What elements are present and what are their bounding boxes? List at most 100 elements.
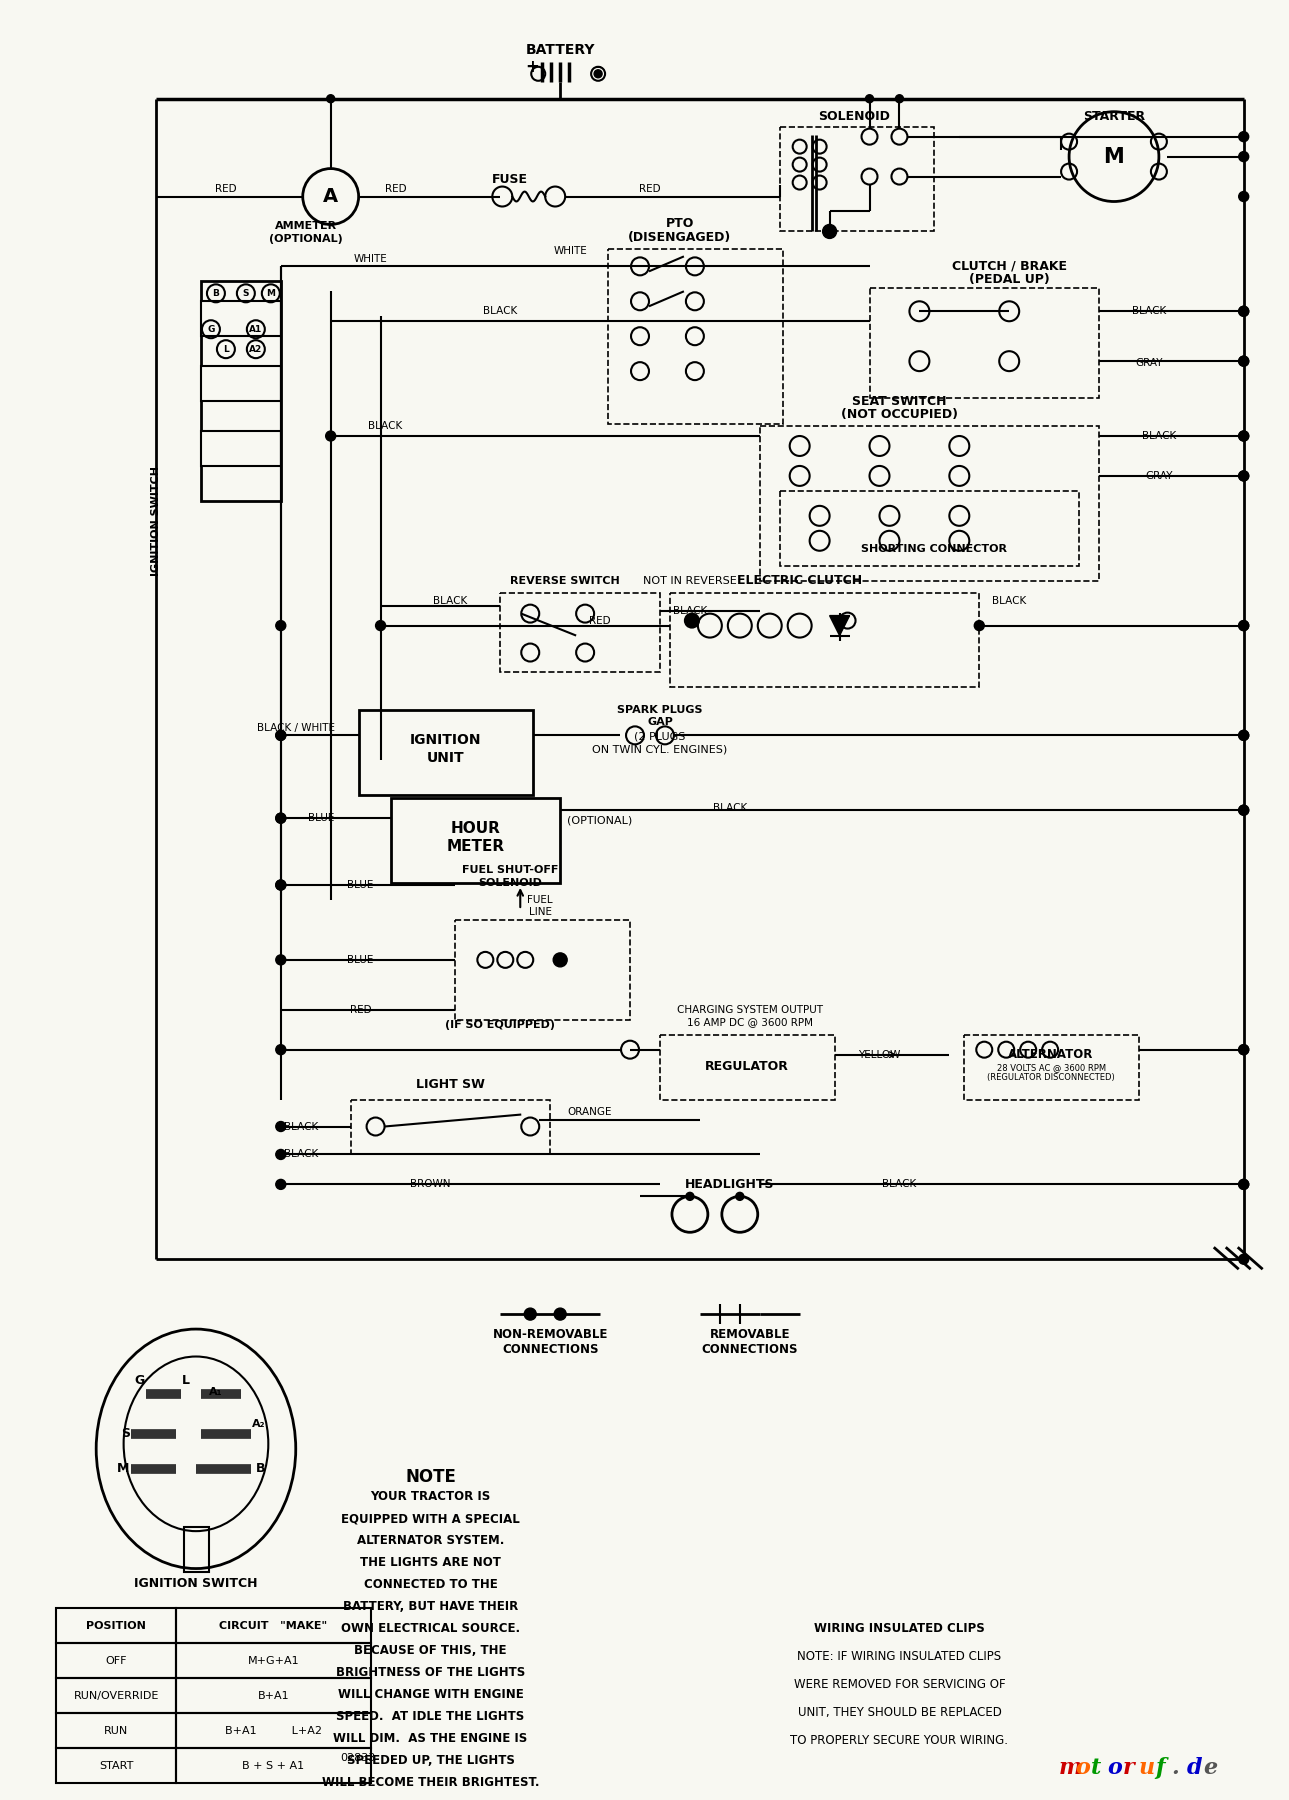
Text: BECAUSE OF THIS, THE: BECAUSE OF THIS, THE bbox=[354, 1643, 507, 1656]
Text: WERE REMOVED FOR SERVICING OF: WERE REMOVED FOR SERVICING OF bbox=[794, 1678, 1005, 1690]
Circle shape bbox=[974, 621, 985, 630]
Text: (OPTIONAL): (OPTIONAL) bbox=[567, 815, 633, 824]
Circle shape bbox=[1239, 731, 1249, 740]
Text: RED: RED bbox=[639, 184, 661, 194]
Text: RED: RED bbox=[349, 1004, 371, 1015]
Text: STARTER: STARTER bbox=[1083, 110, 1145, 122]
Text: CONNECTIONS: CONNECTIONS bbox=[501, 1343, 598, 1355]
Bar bbox=[177, 1609, 371, 1643]
Text: YOUR TRACTOR IS: YOUR TRACTOR IS bbox=[370, 1490, 491, 1503]
Text: B: B bbox=[257, 1462, 266, 1476]
Text: FUSE: FUSE bbox=[492, 173, 528, 185]
Bar bbox=[201, 281, 281, 500]
Text: BATTERY: BATTERY bbox=[526, 43, 596, 58]
Circle shape bbox=[1239, 1179, 1249, 1190]
Text: .: . bbox=[1170, 1757, 1178, 1778]
Circle shape bbox=[1239, 1255, 1249, 1264]
Bar bbox=[455, 920, 630, 1021]
Text: POSITION: POSITION bbox=[86, 1622, 146, 1631]
Text: IGNITION SWITCH: IGNITION SWITCH bbox=[134, 1577, 258, 1589]
Text: (IF SO EQUIPPED): (IF SO EQUIPPED) bbox=[445, 1021, 556, 1030]
Ellipse shape bbox=[124, 1357, 268, 1532]
Text: CHARGING SYSTEM OUTPUT: CHARGING SYSTEM OUTPUT bbox=[677, 1004, 822, 1015]
Text: SPEEDED UP, THE LIGHTS: SPEEDED UP, THE LIGHTS bbox=[347, 1753, 514, 1766]
Text: L: L bbox=[223, 344, 228, 353]
Text: WIRING INSULATED CLIPS: WIRING INSULATED CLIPS bbox=[815, 1622, 985, 1634]
Text: A₁: A₁ bbox=[209, 1388, 223, 1397]
Text: ALTERNATOR: ALTERNATOR bbox=[1008, 1048, 1094, 1062]
Text: B+A1: B+A1 bbox=[258, 1690, 289, 1701]
Circle shape bbox=[553, 952, 567, 967]
Bar bbox=[358, 711, 534, 796]
Circle shape bbox=[276, 731, 286, 740]
Circle shape bbox=[684, 614, 699, 628]
Text: FUEL SHUT-OFF: FUEL SHUT-OFF bbox=[461, 866, 558, 875]
Text: NOT IN REVERSE: NOT IN REVERSE bbox=[643, 576, 737, 585]
Text: FUEL: FUEL bbox=[527, 895, 553, 905]
Text: SOLENOID: SOLENOID bbox=[819, 110, 891, 122]
Text: HOUR: HOUR bbox=[450, 821, 500, 835]
Text: CIRCUIT   "MAKE": CIRCUIT "MAKE" bbox=[219, 1622, 327, 1631]
Text: BLACK: BLACK bbox=[673, 605, 708, 616]
Circle shape bbox=[1239, 430, 1249, 441]
Bar bbox=[780, 491, 1079, 565]
Text: CONNECTIONS: CONNECTIONS bbox=[701, 1343, 798, 1355]
Circle shape bbox=[1239, 472, 1249, 481]
Circle shape bbox=[1239, 805, 1249, 815]
Bar bbox=[759, 427, 1100, 581]
Circle shape bbox=[276, 731, 286, 740]
Text: SPARK PLUGS: SPARK PLUGS bbox=[617, 706, 703, 715]
Text: UNIT: UNIT bbox=[427, 751, 464, 765]
Bar bbox=[780, 126, 935, 232]
Text: START: START bbox=[99, 1760, 133, 1771]
Text: ALTERNATOR SYSTEM.: ALTERNATOR SYSTEM. bbox=[357, 1534, 504, 1548]
Text: M: M bbox=[1103, 146, 1124, 167]
Text: BLACK: BLACK bbox=[993, 596, 1026, 605]
Text: BLACK: BLACK bbox=[284, 1150, 318, 1159]
Text: BLACK: BLACK bbox=[713, 803, 746, 814]
Circle shape bbox=[1239, 356, 1249, 365]
Bar bbox=[57, 1609, 177, 1643]
Text: –: – bbox=[594, 59, 602, 74]
Text: f: f bbox=[1155, 1757, 1164, 1778]
Circle shape bbox=[592, 67, 605, 81]
Text: RED: RED bbox=[384, 184, 406, 194]
Text: o: o bbox=[1075, 1757, 1090, 1778]
Circle shape bbox=[822, 225, 837, 238]
Circle shape bbox=[865, 95, 874, 103]
Text: B + S + A1: B + S + A1 bbox=[242, 1760, 304, 1771]
Bar bbox=[177, 1714, 371, 1748]
Text: M: M bbox=[267, 288, 276, 297]
Text: RUN/OVERRIDE: RUN/OVERRIDE bbox=[73, 1690, 159, 1701]
Text: SEAT SWITCH: SEAT SWITCH bbox=[852, 394, 946, 407]
Text: RED: RED bbox=[589, 616, 611, 626]
Text: NOTE: NOTE bbox=[405, 1467, 456, 1485]
Text: (PEDAL UP): (PEDAL UP) bbox=[969, 274, 1049, 286]
Text: NOTE: IF WIRING INSULATED CLIPS: NOTE: IF WIRING INSULATED CLIPS bbox=[798, 1651, 1002, 1663]
Text: 28 VOLTS AC @ 3600 RPM: 28 VOLTS AC @ 3600 RPM bbox=[996, 1064, 1106, 1073]
Circle shape bbox=[1239, 356, 1249, 365]
Text: OFF: OFF bbox=[106, 1656, 126, 1665]
Text: M: M bbox=[117, 1462, 129, 1476]
Text: A₂: A₂ bbox=[253, 1418, 266, 1429]
Bar bbox=[964, 1035, 1139, 1100]
Text: S: S bbox=[121, 1427, 130, 1440]
Circle shape bbox=[1239, 1179, 1249, 1190]
Bar bbox=[351, 1100, 550, 1154]
Text: A: A bbox=[324, 187, 338, 205]
Circle shape bbox=[1239, 805, 1249, 815]
Text: G: G bbox=[208, 324, 215, 333]
Circle shape bbox=[554, 1309, 566, 1319]
Text: SPEED.  AT IDLE THE LIGHTS: SPEED. AT IDLE THE LIGHTS bbox=[336, 1710, 525, 1723]
Text: GAP: GAP bbox=[647, 718, 673, 727]
Text: BLUE: BLUE bbox=[308, 814, 334, 823]
Text: WILL BECOME THEIR BRIGHTEST.: WILL BECOME THEIR BRIGHTEST. bbox=[322, 1775, 539, 1789]
Text: (DISENGAGED): (DISENGAGED) bbox=[628, 230, 732, 245]
Text: BATTERY, BUT HAVE THEIR: BATTERY, BUT HAVE THEIR bbox=[343, 1600, 518, 1613]
Bar bbox=[660, 1035, 834, 1100]
Text: YELLOW: YELLOW bbox=[858, 1049, 901, 1060]
Circle shape bbox=[276, 814, 286, 823]
Circle shape bbox=[276, 814, 286, 823]
Text: SHORTING CONNECTOR: SHORTING CONNECTOR bbox=[861, 544, 1008, 554]
Text: LIGHT SW: LIGHT SW bbox=[416, 1078, 485, 1091]
